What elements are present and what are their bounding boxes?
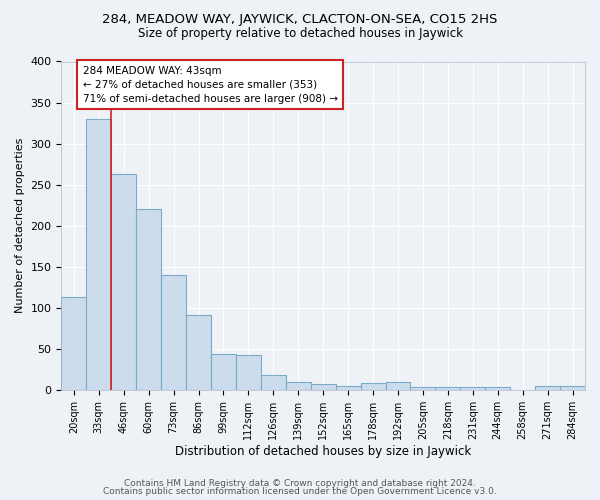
Text: Size of property relative to detached houses in Jaywick: Size of property relative to detached ho… <box>137 28 463 40</box>
Bar <box>236 354 261 390</box>
Bar <box>535 386 560 390</box>
Bar <box>136 210 161 390</box>
Bar <box>485 388 510 390</box>
Text: 284, MEADOW WAY, JAYWICK, CLACTON-ON-SEA, CO15 2HS: 284, MEADOW WAY, JAYWICK, CLACTON-ON-SEA… <box>103 12 497 26</box>
Bar <box>311 384 335 390</box>
Bar <box>211 354 236 390</box>
Bar <box>436 386 460 390</box>
Bar <box>186 315 211 390</box>
Bar <box>61 297 86 390</box>
Bar <box>86 119 111 390</box>
Text: Contains HM Land Registry data © Crown copyright and database right 2024.: Contains HM Land Registry data © Crown c… <box>124 478 476 488</box>
Y-axis label: Number of detached properties: Number of detached properties <box>15 138 25 314</box>
Text: 284 MEADOW WAY: 43sqm
← 27% of detached houses are smaller (353)
71% of semi-det: 284 MEADOW WAY: 43sqm ← 27% of detached … <box>83 66 338 104</box>
Bar <box>460 388 485 390</box>
Bar <box>335 386 361 390</box>
Bar <box>286 382 311 390</box>
Bar <box>361 384 386 390</box>
Bar <box>410 388 436 390</box>
X-axis label: Distribution of detached houses by size in Jaywick: Distribution of detached houses by size … <box>175 444 472 458</box>
Text: Contains public sector information licensed under the Open Government Licence v3: Contains public sector information licen… <box>103 487 497 496</box>
Bar <box>560 386 585 390</box>
Bar <box>261 375 286 390</box>
Bar <box>161 275 186 390</box>
Bar <box>111 174 136 390</box>
Bar <box>386 382 410 390</box>
